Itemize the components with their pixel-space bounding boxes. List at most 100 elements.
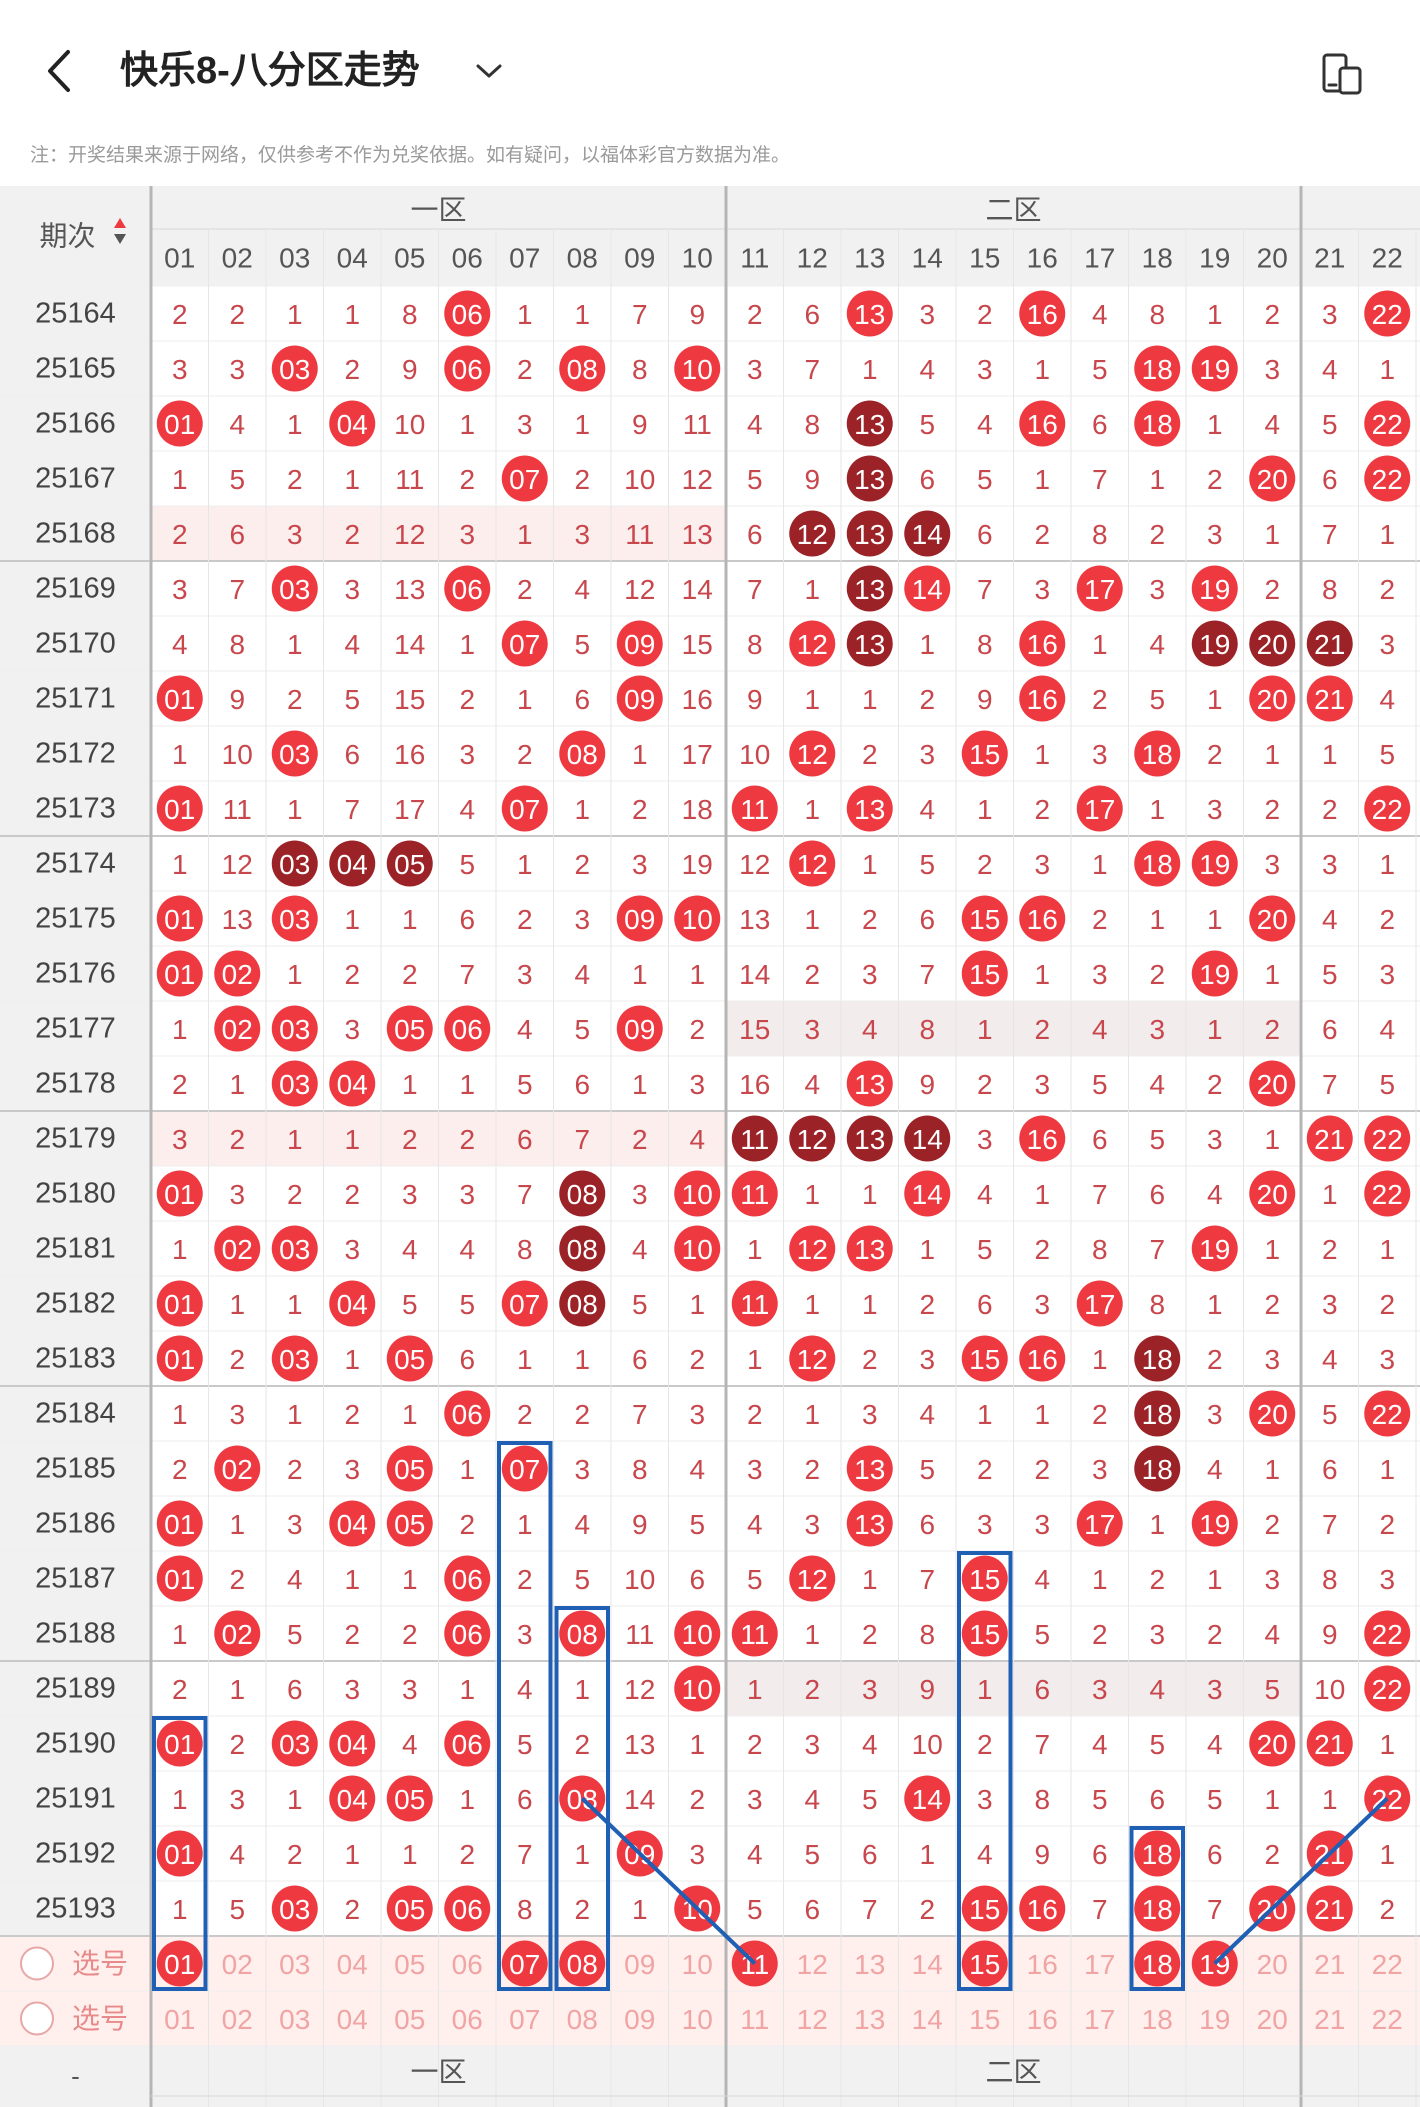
select-number[interactable]: 17 [1084,2004,1115,2035]
omission-count: 2 [919,684,935,715]
select-number[interactable]: 03 [279,1949,310,1980]
select-number[interactable]: 08 [567,2004,598,2035]
drawn-number-ball [846,510,893,557]
omission-count: 9 [977,684,993,715]
selected-number[interactable]: 15 [969,1949,1000,1980]
omission-count: 8 [804,409,820,440]
selected-number-ball[interactable] [501,1940,548,1987]
column-header: 09 [624,243,655,274]
drawn-number: 05 [394,1509,425,1540]
select-number[interactable]: 06 [452,2004,483,2035]
device-switch-icon[interactable] [1318,50,1366,98]
omission-count: 3 [689,1399,705,1430]
select-number[interactable]: 16 [1027,2004,1058,2035]
omission-count: 2 [517,1564,533,1595]
select-number[interactable]: 04 [337,2004,368,2035]
select-number[interactable]: 02 [222,1949,253,1980]
select-number[interactable]: 17 [1084,1949,1115,1980]
drawn-number-ball [1134,1445,1181,1492]
omission-count: 9 [402,354,418,385]
select-number[interactable]: 09 [624,1949,655,1980]
selected-number[interactable]: 18 [1142,1949,1173,1980]
omission-count: 1 [402,1839,418,1870]
omission-count: 3 [1322,1289,1338,1320]
selected-number[interactable]: 08 [567,1949,598,1980]
omission-count: 15 [394,684,425,715]
select-number[interactable]: 19 [1199,2004,1230,2035]
omission-count: 7 [632,299,648,330]
selected-number-ball[interactable] [961,1940,1008,1987]
select-number[interactable]: 09 [624,2004,655,2035]
select-number[interactable]: 02 [222,2004,253,2035]
omission-count: 12 [739,849,770,880]
omission-count: 2 [172,1069,188,1100]
omission-count: 2 [862,904,878,935]
select-number[interactable]: 13 [854,1949,885,1980]
drawn-number-ball [846,620,893,667]
select-number[interactable]: 22 [1372,1949,1403,1980]
select-number[interactable]: 05 [394,2004,425,2035]
selected-number-ball[interactable] [156,1940,203,1987]
omission-count: 1 [402,904,418,935]
drawn-number: 10 [682,1179,713,1210]
drawn-number: 03 [279,904,310,935]
omission-count: 1 [919,1839,935,1870]
chevron-down-icon[interactable] [472,56,506,86]
period-label: 25187 [35,1563,116,1595]
select-number[interactable]: 13 [854,2004,885,2035]
drawn-number-ball [329,1775,376,1822]
select-number[interactable]: 14 [912,2004,943,2035]
drawn-number: 20 [1257,1399,1288,1430]
select-radio[interactable] [20,1946,54,1981]
omission-count: 4 [574,574,590,605]
select-radio[interactable] [20,2001,54,2036]
selected-number[interactable]: 07 [509,1949,540,1980]
select-number[interactable]: 10 [682,1949,713,1980]
drawn-number: 01 [164,1179,195,1210]
drawn-number-ball [271,1005,318,1052]
select-number[interactable]: 10 [682,2004,713,2035]
select-number[interactable]: 14 [912,1949,943,1980]
drawn-number: 22 [1372,299,1403,330]
select-number[interactable]: 20 [1257,2004,1288,2035]
drawn-number: 11 [740,794,769,825]
selected-number-ball[interactable] [559,1940,606,1987]
drawn-number: 16 [1027,409,1058,440]
select-number[interactable]: 06 [452,1949,483,1980]
select-number[interactable]: 12 [797,1949,828,1980]
omission-count: 2 [344,1894,360,1925]
select-number[interactable]: 01 [164,2004,195,2035]
chevron-left-icon[interactable] [40,46,80,96]
trend-table[interactable]: 期次 一区 二区 01 02 03 04 05 06 07 08 09 10 11 12 13 14 15 16 17… [0,186,1420,2107]
omission-count: 1 [402,1399,418,1430]
select-number[interactable]: 21 [1314,2004,1345,2035]
select-number[interactable]: 16 [1027,1949,1058,1980]
omission-count: 7 [804,354,820,385]
select-number[interactable]: 12 [797,2004,828,2035]
omission-count: 2 [459,464,475,495]
sort-up-icon[interactable] [114,218,126,228]
drawn-number: 20 [1257,1729,1288,1760]
omission-count: 5 [1379,1069,1395,1100]
select-number[interactable]: 21 [1314,1949,1345,1980]
select-number[interactable]: 11 [740,2004,769,2035]
drawn-number: 10 [682,354,713,385]
drawn-number-ball [1076,785,1123,832]
selected-number[interactable]: 01 [164,1949,195,1980]
omission-count: 4 [1092,1729,1108,1760]
select-number[interactable]: 05 [394,1949,425,1980]
omission-count: 1 [287,959,303,990]
select-number[interactable]: 18 [1142,2004,1173,2035]
select-number[interactable]: 03 [279,2004,310,2035]
drawn-number: 04 [337,1729,368,1760]
select-number[interactable]: 04 [337,1949,368,1980]
drawn-number-ball [271,1335,318,1382]
select-number[interactable]: 22 [1372,2004,1403,2035]
sort-down-icon[interactable] [114,234,126,244]
omission-count: 4 [402,1234,418,1265]
select-number[interactable]: 07 [509,2004,540,2035]
selected-number-ball[interactable] [1134,1940,1181,1987]
drawn-number: 16 [1027,904,1058,935]
select-number[interactable]: 20 [1257,1949,1288,1980]
select-number[interactable]: 15 [969,2004,1000,2035]
